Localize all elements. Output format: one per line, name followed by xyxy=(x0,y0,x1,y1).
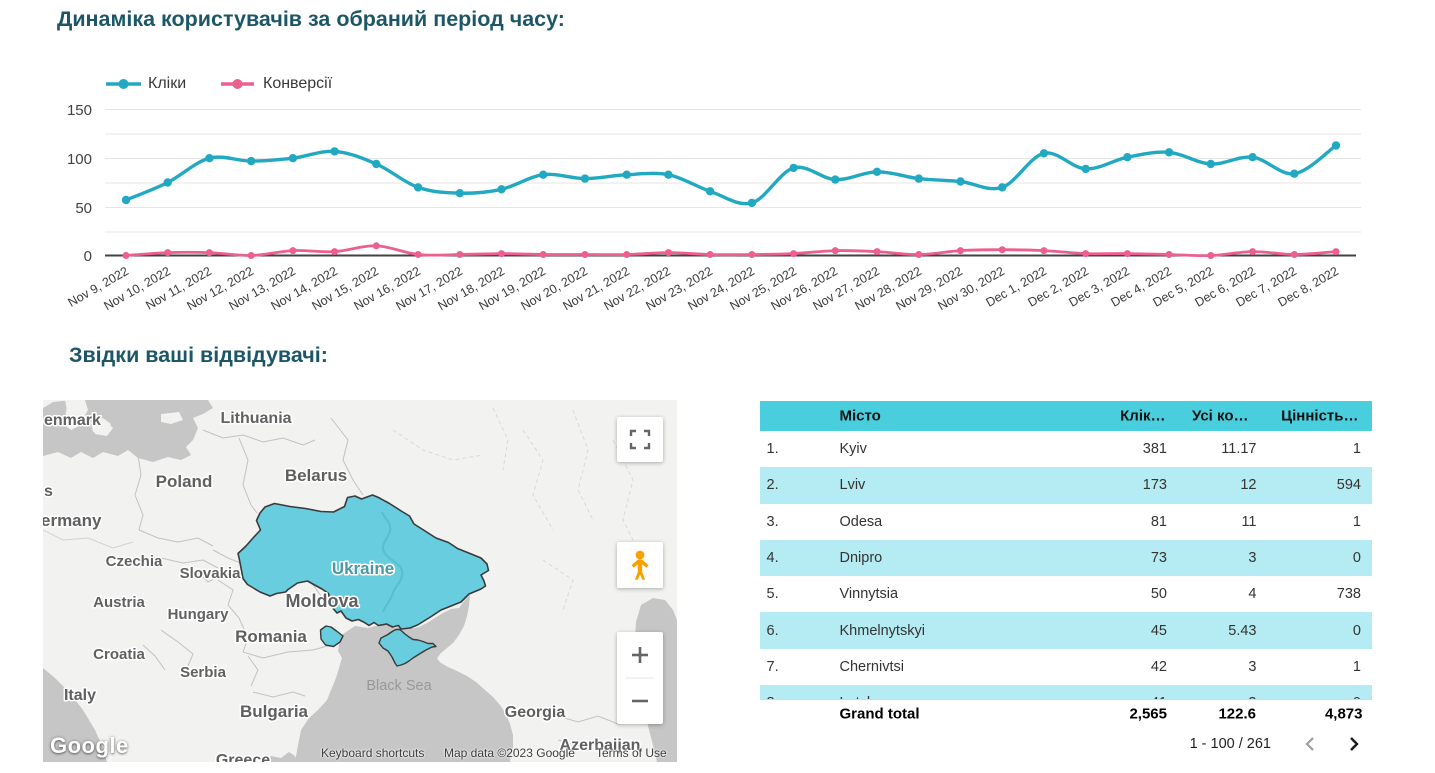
svg-text:Greece: Greece xyxy=(216,752,270,762)
svg-text:Austria: Austria xyxy=(93,594,145,611)
svg-text:Italy: Italy xyxy=(64,687,96,704)
svg-text:Belarus: Belarus xyxy=(285,466,347,485)
svg-text:enmark: enmark xyxy=(44,412,101,429)
svg-text:Serbia: Serbia xyxy=(180,664,227,681)
svg-text:Black Sea: Black Sea xyxy=(366,678,432,694)
svg-text:Azerbaijan: Azerbaijan xyxy=(560,737,641,754)
svg-text:Ukraine: Ukraine xyxy=(332,559,394,578)
svg-text:s: s xyxy=(44,483,53,500)
svg-text:Slovakia: Slovakia xyxy=(180,565,242,582)
svg-text:Lithuania: Lithuania xyxy=(220,410,291,427)
svg-text:Croatia: Croatia xyxy=(93,646,145,663)
svg-text:ermany: ermany xyxy=(43,511,102,530)
svg-text:Moldova: Moldova xyxy=(285,591,359,611)
svg-text:Romania: Romania xyxy=(235,627,307,646)
svg-text:Bulgaria: Bulgaria xyxy=(240,702,309,721)
svg-text:Poland: Poland xyxy=(156,472,213,491)
svg-text:Czechia: Czechia xyxy=(106,553,163,570)
svg-text:Hungary: Hungary xyxy=(168,606,230,623)
svg-text:Georgia: Georgia xyxy=(505,704,566,721)
